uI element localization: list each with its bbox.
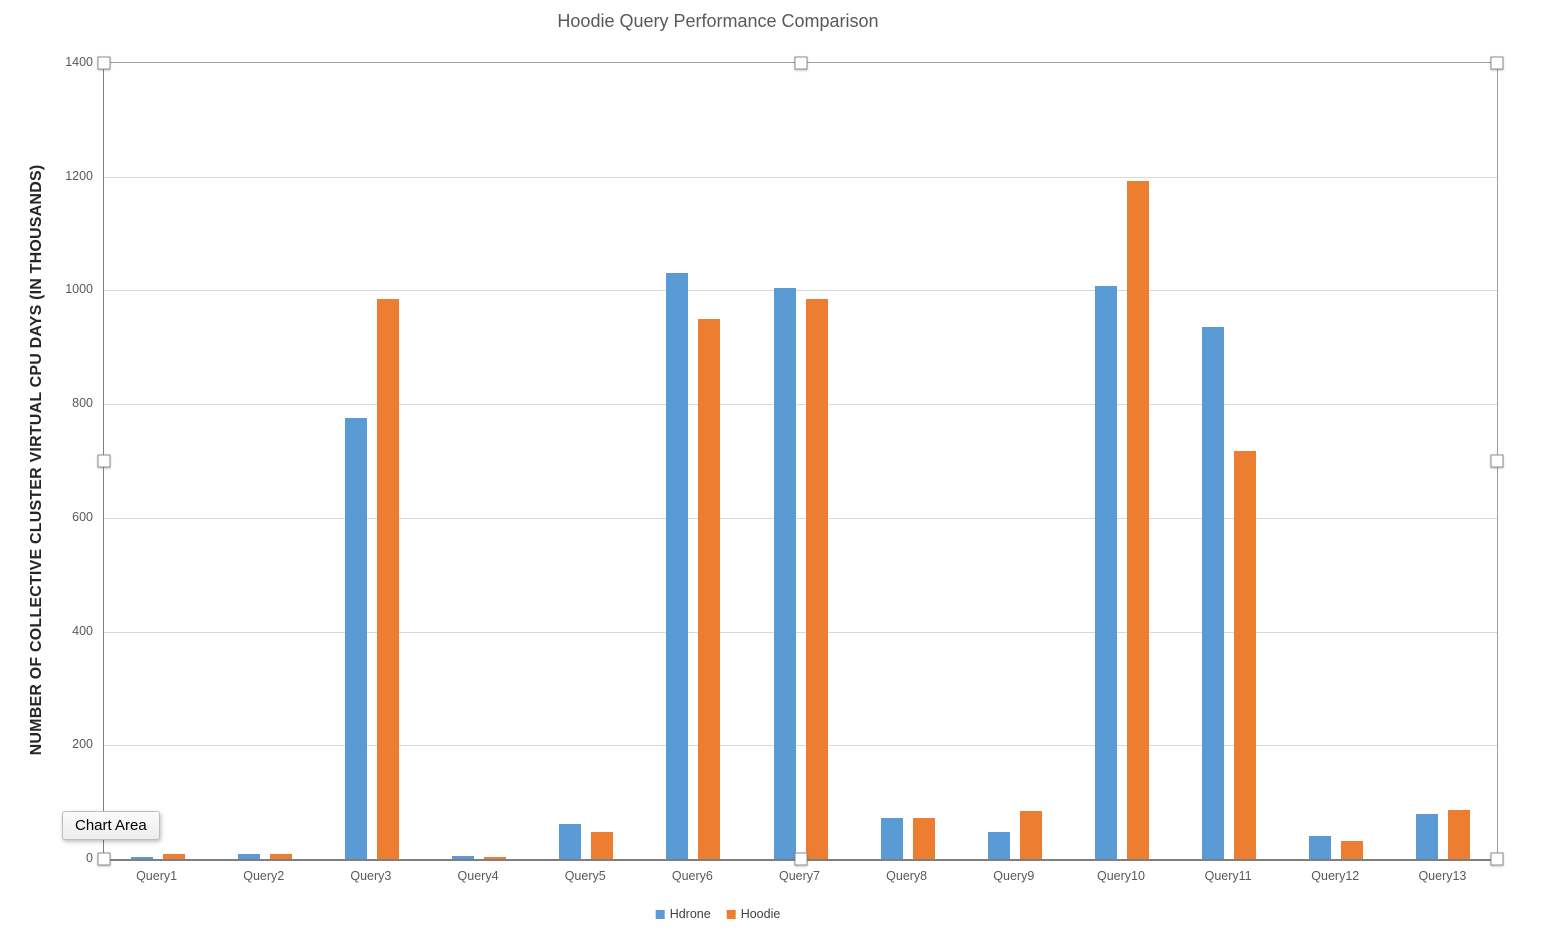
selection-handle-mid-left[interactable]: [97, 454, 111, 468]
y-tick-label: 1200: [65, 168, 93, 183]
x-axis-label: Query11: [1204, 869, 1252, 883]
bar-hoodie-query6[interactable]: [698, 318, 721, 859]
x-axis-label: Query6: [671, 869, 713, 883]
selection-handle-bottom-right[interactable]: [1490, 852, 1504, 866]
bar-hdrone-query6[interactable]: [666, 273, 689, 859]
gridline: [104, 404, 1497, 406]
gridline: [104, 517, 1497, 519]
gridline: [104, 290, 1497, 292]
x-axis-label: Query7: [779, 869, 820, 883]
bar-hdrone-query5[interactable]: [559, 823, 582, 859]
bar-hoodie-query1[interactable]: [162, 854, 185, 859]
y-tick-label: 400: [72, 623, 93, 638]
bar-hdrone-query10[interactable]: [1094, 285, 1117, 859]
x-axis-label: Query3: [350, 869, 392, 883]
x-axis-label: Query8: [886, 869, 928, 883]
selection-handle-bottom-center[interactable]: [794, 852, 807, 866]
legend-label: Hoodie: [740, 907, 781, 921]
y-tick-label: 600: [72, 509, 93, 524]
y-axis-title[interactable]: NUMBER OF COLLECTIVE CLUSTER VIRTUAL CPU…: [28, 164, 45, 756]
bar-hoodie-query2[interactable]: [269, 854, 292, 859]
x-axis-label: Query4: [457, 869, 499, 883]
bar-hdrone-query11[interactable]: [1202, 327, 1225, 859]
bar-hdrone-query4[interactable]: [452, 856, 475, 859]
y-tick-label: 0: [86, 851, 93, 865]
bar-hoodie-query3[interactable]: [376, 298, 399, 859]
x-axis-label: Query10: [1096, 869, 1145, 883]
selection-handle-top-left[interactable]: [97, 56, 111, 70]
x-axis-label: Query13: [1418, 869, 1467, 883]
x-axis-label: Query5: [564, 869, 606, 883]
bar-hoodie-query7[interactable]: [805, 298, 828, 859]
selection-handle-bottom-left[interactable]: [97, 852, 111, 866]
selection-handle-mid-right[interactable]: [1490, 454, 1504, 468]
x-axis-label: Query1: [136, 869, 178, 883]
legend-label: Hdrone: [669, 907, 711, 921]
bar-hdrone-query8[interactable]: [880, 817, 903, 859]
plot-area[interactable]: [97, 56, 1504, 866]
selection-handle-top-right[interactable]: [1490, 56, 1504, 70]
gridline: [104, 631, 1497, 633]
legend-item-hoodie[interactable]: Hoodie: [726, 907, 781, 921]
bar-hdrone-query1[interactable]: [130, 856, 153, 859]
legend-swatch-blue: [655, 909, 665, 919]
gridline: [104, 176, 1497, 178]
bar-hdrone-query2[interactable]: [237, 853, 260, 859]
bar-hdrone-query9[interactable]: [987, 831, 1010, 859]
y-tick-label: 800: [72, 396, 93, 411]
chart-area-tooltip: Chart Area: [62, 811, 160, 840]
bar-hdrone-query7[interactable]: [773, 287, 796, 859]
legend-item-hdrone[interactable]: Hdrone: [655, 907, 711, 921]
bar-hoodie-query5[interactable]: [591, 831, 614, 859]
bar-hoodie-query11[interactable]: [1234, 450, 1257, 859]
x-axis-label: Query12: [1311, 869, 1360, 883]
bar-hoodie-query13[interactable]: [1448, 809, 1471, 859]
bar-hdrone-query13[interactable]: [1416, 814, 1439, 859]
y-tick-label: 1400: [65, 55, 93, 69]
bar-hoodie-query10[interactable]: [1126, 180, 1149, 859]
bar-hoodie-query8[interactable]: [912, 818, 935, 859]
chart-title[interactable]: Hoodie Query Performance Comparison: [557, 11, 879, 31]
selection-handle-top-center[interactable]: [794, 56, 807, 70]
legend: Hdrone Hoodie: [655, 907, 781, 921]
x-axis-label: Query9: [993, 869, 1035, 883]
bar-hoodie-query9[interactable]: [1019, 811, 1042, 859]
y-tick-label: 1000: [65, 282, 93, 297]
x-axis-label: Query2: [243, 869, 285, 883]
bar-hdrone-query3[interactable]: [344, 418, 367, 859]
bar-hoodie-query4[interactable]: [484, 856, 507, 859]
gridline: [104, 745, 1497, 747]
bar-hdrone-query12[interactable]: [1309, 836, 1332, 859]
y-tick-label: 200: [72, 737, 93, 752]
legend-swatch-orange: [726, 909, 736, 919]
bar-hoodie-query12[interactable]: [1341, 840, 1364, 859]
